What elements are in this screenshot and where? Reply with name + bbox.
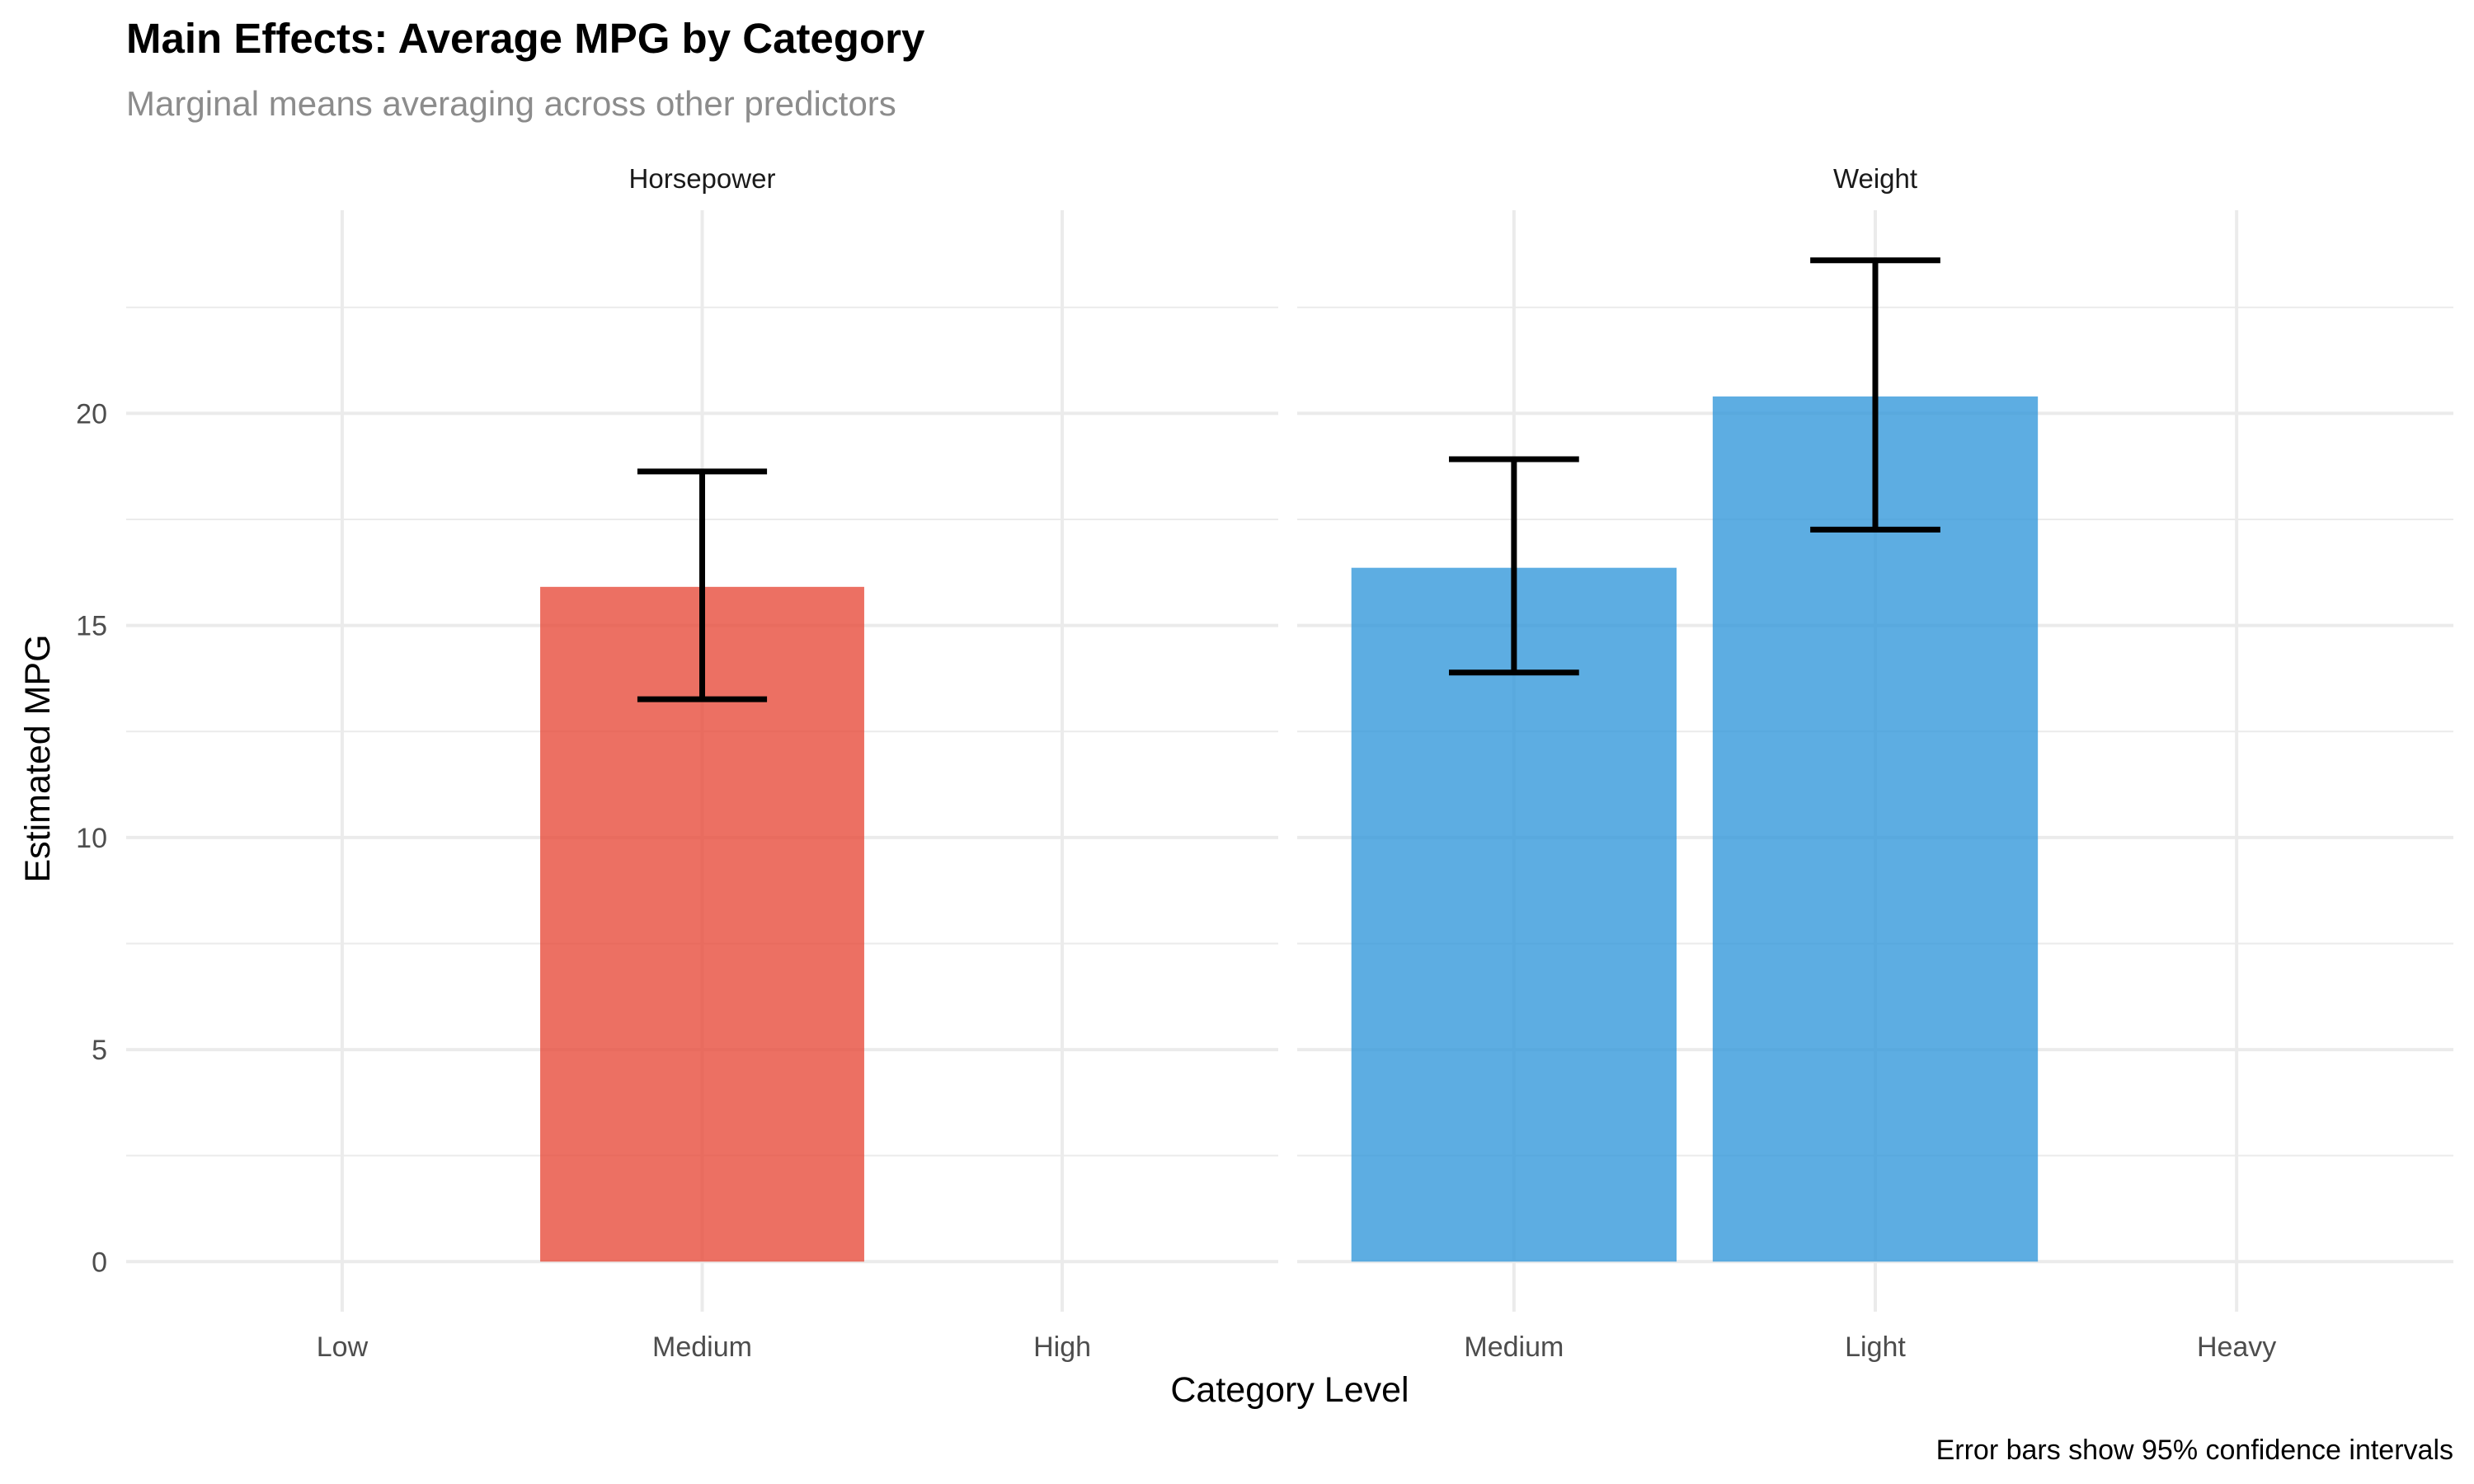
- error-bar: [1810, 257, 1940, 533]
- x-tick-label: High: [1033, 1331, 1091, 1363]
- chart-subtitle: Marginal means averaging across other pr…: [126, 84, 896, 123]
- x-tick-label: Heavy: [2197, 1331, 2276, 1363]
- bar-light: [1712, 396, 2039, 1262]
- chart-caption: Error bars show 95% confidence intervals: [1936, 1435, 2453, 1466]
- x-axis-title: Category Level: [1170, 1370, 1409, 1410]
- facet-label: Horsepower: [629, 163, 776, 194]
- y-tick-label: 5: [92, 1035, 107, 1066]
- facet-panel-weight: Weight Medium Light Heavy: [1297, 163, 2453, 1363]
- x-tick-label: Low: [317, 1331, 369, 1363]
- y-tick-label: 20: [76, 398, 107, 430]
- error-bar: [637, 468, 768, 702]
- chart-title: Main Effects: Average MPG by Category: [126, 15, 925, 62]
- facet-label: Weight: [1833, 163, 1917, 194]
- y-tick-label: 10: [76, 823, 107, 854]
- x-tick-label: Medium: [1464, 1331, 1564, 1363]
- x-tick-label: Medium: [652, 1331, 752, 1363]
- facet-panel-horsepower: Horsepower Low Medium High: [126, 163, 1278, 1363]
- y-axis-title: Estimated MPG: [18, 634, 58, 882]
- x-tick-label: Light: [1845, 1331, 1906, 1363]
- y-tick-label: 0: [92, 1247, 107, 1278]
- y-tick-label: 15: [76, 611, 107, 642]
- error-bar: [1449, 456, 1579, 676]
- bar-medium: [1351, 567, 1677, 1262]
